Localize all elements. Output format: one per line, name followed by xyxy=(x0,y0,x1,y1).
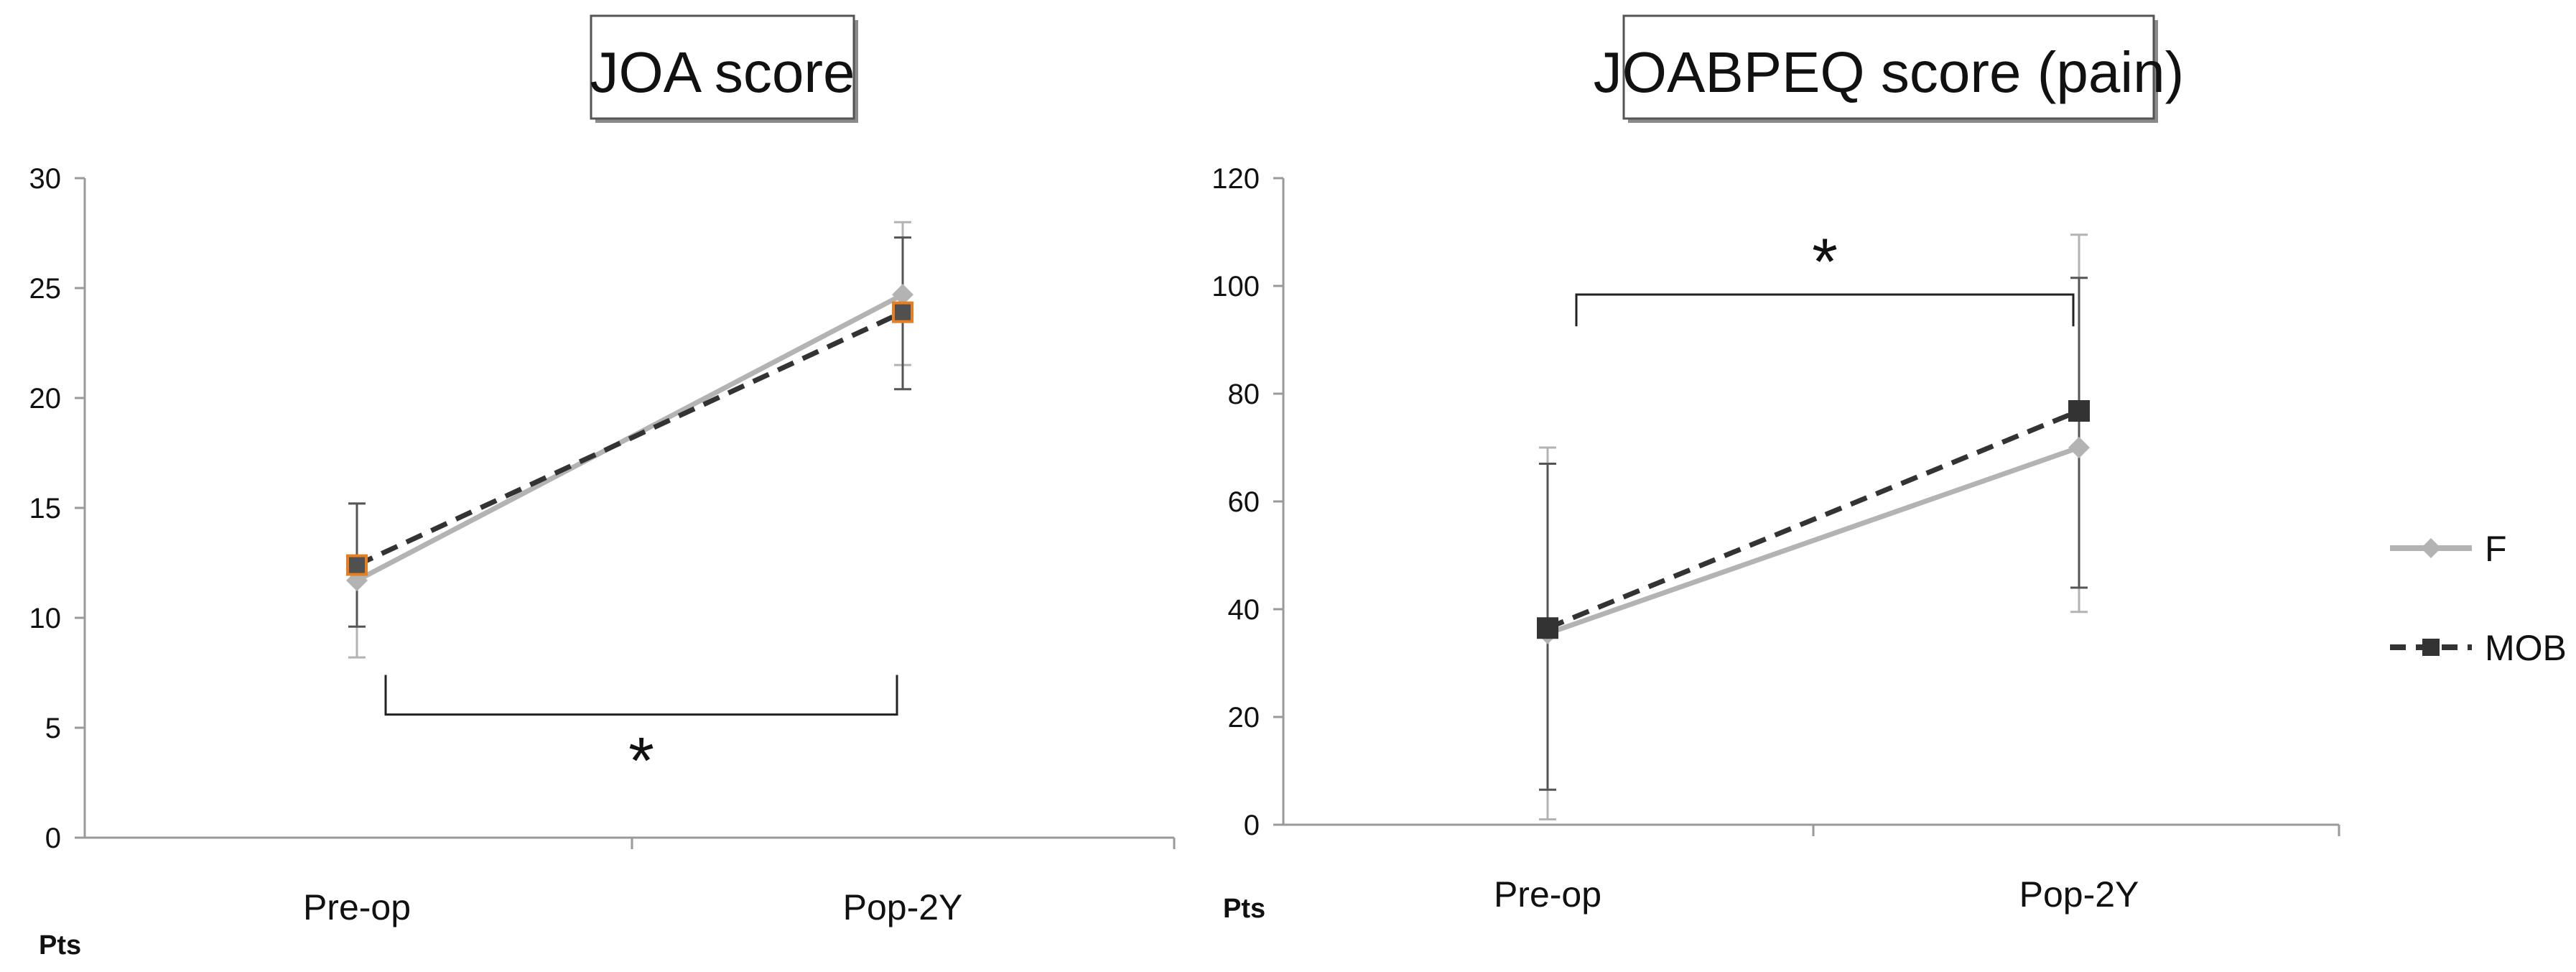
joabpeq-title-box xyxy=(1622,14,2155,120)
legend: F MOB xyxy=(2390,529,2567,668)
joabpeq-significance-star: * xyxy=(1812,226,1838,299)
joa-y-tick-labels: 0 5 10 15 20 25 30 xyxy=(29,163,62,854)
joabpeq-y-tick-label: 20 xyxy=(1228,702,1260,733)
joabpeq-y-tick-labels: 0 20 40 60 80 100 120 xyxy=(1212,163,1260,841)
joabpeq-title: JOABPEQ score (pain) xyxy=(1594,40,2185,104)
joabpeq-y-tick-label: 100 xyxy=(1212,271,1260,302)
joabpeq-y-tick-label: 80 xyxy=(1228,379,1260,410)
joa-series-lines xyxy=(355,292,904,583)
joa-bracket-line xyxy=(384,675,898,716)
joabpeq-y-tick-label: 120 xyxy=(1212,163,1260,195)
joa-y-tick-label: 15 xyxy=(29,493,62,524)
legend-f-diamond-marker xyxy=(2421,538,2441,558)
joa-marker-mob-2 xyxy=(892,301,913,323)
joa-marker-f-2 xyxy=(892,284,913,306)
joabpeq-marker-mob-2 xyxy=(2068,400,2090,422)
joa-y-unit-label: Pts xyxy=(39,930,81,961)
joa-markers xyxy=(346,284,913,591)
joa-y-tick-label: 0 xyxy=(45,823,61,854)
joa-significance-star: * xyxy=(628,725,654,798)
joabpeq-y-tick-label: 40 xyxy=(1228,594,1260,626)
joabpeq-x-tick-labels: Pre-op Pop-2Y xyxy=(1494,874,2139,915)
joa-y-tick-label: 10 xyxy=(29,603,62,634)
joa-axes xyxy=(75,177,1176,849)
joa-x-tick-labels: Pre-op Pop-2Y xyxy=(303,887,962,927)
joa-y-tick-label: 25 xyxy=(29,273,62,305)
joabpeq-axes xyxy=(1273,177,2340,836)
joa-marker-mob-1 xyxy=(346,554,368,576)
joabpeq-error-bars xyxy=(1539,233,2088,820)
joabpeq-line-mob xyxy=(1546,408,2080,631)
joa-x-tick-label: Pre-op xyxy=(303,887,411,927)
joabpeq-markers xyxy=(1537,400,2090,644)
joabpeq-series-lines xyxy=(1546,408,2080,637)
joa-significance-bracket: * xyxy=(384,675,898,798)
joa-line-mob xyxy=(355,310,904,568)
joa-y-tick-label: 20 xyxy=(29,383,62,415)
joa-y-tick-label: 5 xyxy=(45,713,61,744)
joa-title: JOA score xyxy=(590,40,855,104)
legend-mob-square-marker xyxy=(2422,639,2440,656)
legend-mob-label: MOB xyxy=(2485,628,2567,668)
joa-y-tick-label: 30 xyxy=(29,163,62,195)
joa-title-box xyxy=(590,14,855,120)
joabpeq-marker-mob-1 xyxy=(1537,617,1558,639)
joa-x-tick-label: Pop-2Y xyxy=(843,887,963,927)
joabpeq-x-tick-label: Pop-2Y xyxy=(2019,874,2139,915)
joabpeq-x-tick-label: Pre-op xyxy=(1494,874,1601,915)
joabpeq-y-unit-label: Pts xyxy=(1223,894,1265,924)
joa-chart: JOA score 0 5 10 15 20 25 30 Pre-op Pop-2Y * Pt… xyxy=(29,14,1176,961)
joabpeq-line-f xyxy=(1546,445,2080,637)
joabpeq-chart: JOABPEQ score (pain) 0 20 40 60 80 100 120 Pre… xyxy=(1212,14,2340,924)
joabpeq-bracket-line xyxy=(1575,293,2075,327)
joabpeq-y-tick-label: 60 xyxy=(1228,486,1260,518)
legend-f-label: F xyxy=(2485,529,2507,569)
joabpeq-significance-bracket: * xyxy=(1575,226,2075,327)
joabpeq-marker-f-2 xyxy=(2068,437,2090,458)
joabpeq-y-tick-label: 0 xyxy=(1244,810,1260,841)
